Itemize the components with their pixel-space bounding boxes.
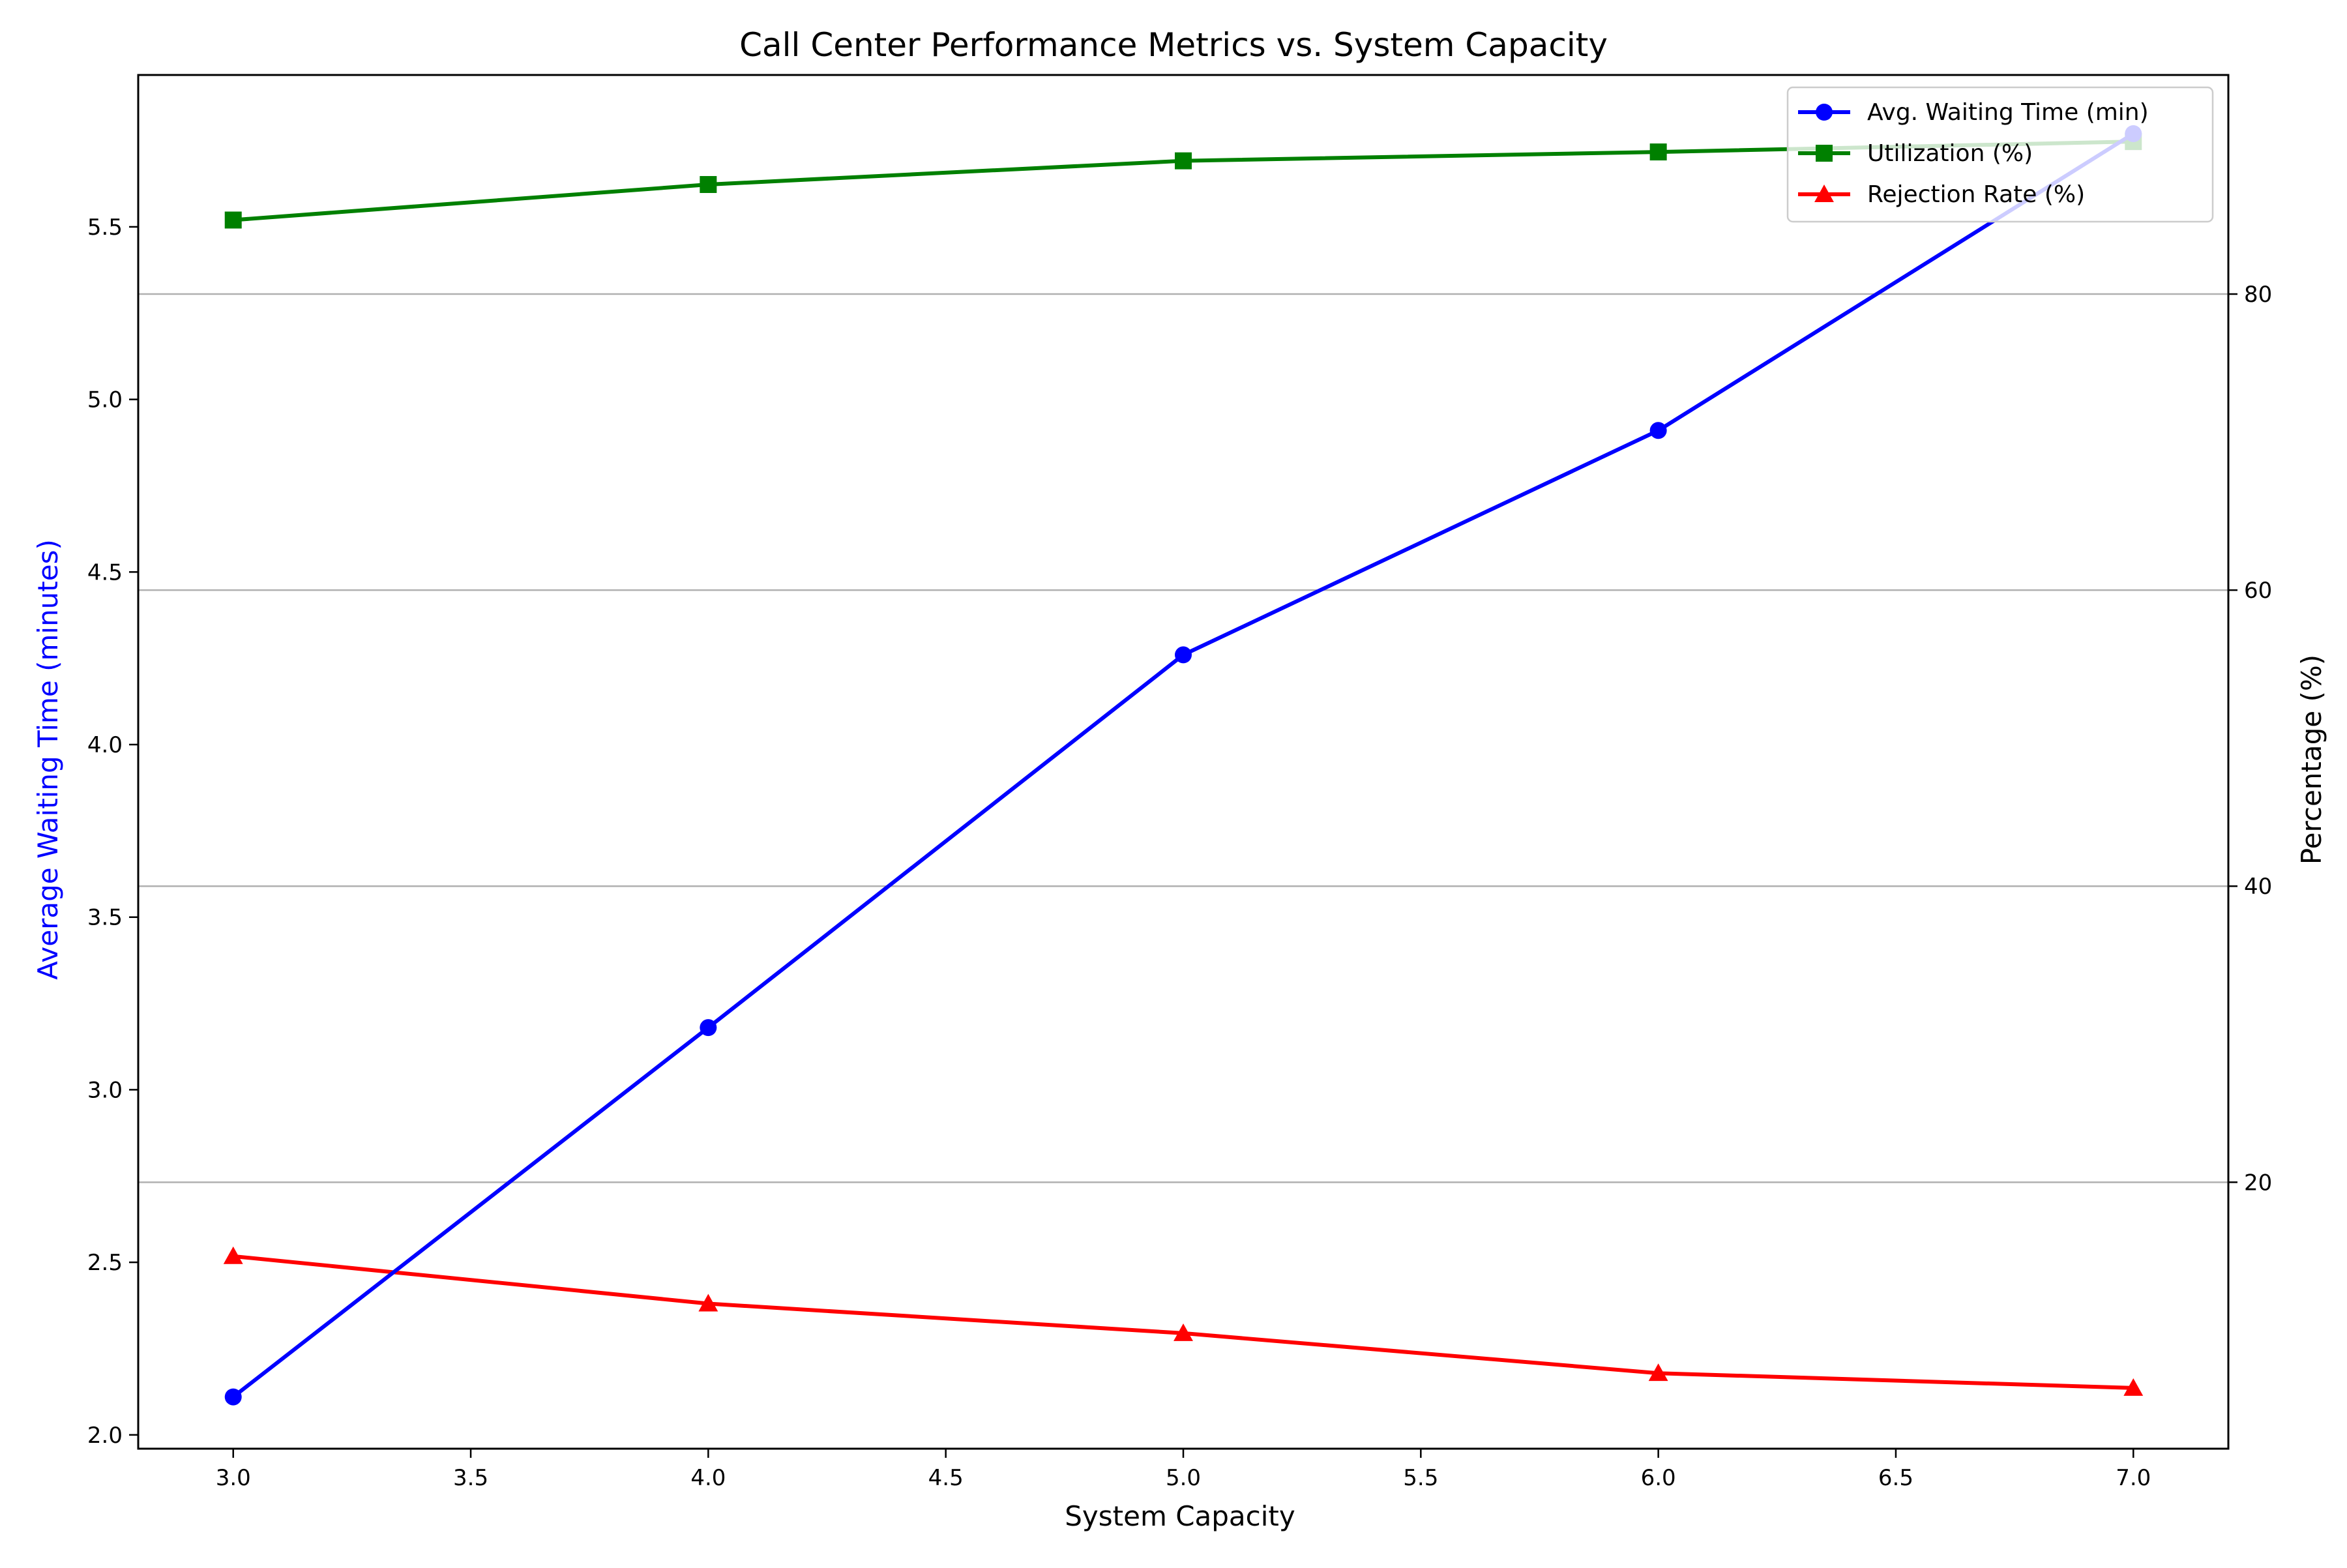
legend-box [1786,86,2214,223]
data-point [1174,1323,1193,1341]
series-layer [223,125,2144,1406]
series-1 [224,125,2142,1406]
data-point [1649,422,1667,439]
y-right-tick-label: 20 [2244,1170,2272,1196]
data-point [1648,1363,1668,1382]
data-point [224,1388,242,1406]
series-3 [223,1246,2144,1396]
legend-item: Avg. Waiting Time (min) [1798,99,2149,126]
x-tick-label: 4.0 [690,1465,726,1491]
data-point [224,211,242,229]
y-left-tick-label: 3.5 [87,905,123,931]
legend-label: Avg. Waiting Time (min) [1867,99,2149,126]
x-axis-label: System Capacity [1065,1500,1295,1532]
legend-marker [1816,145,1833,162]
data-point [1175,152,1192,170]
data-point [1649,143,1667,161]
y-right-axis-label: Percentage (%) [2295,655,2327,865]
plot-frame [137,74,2230,1450]
x-tick-label: 4.5 [928,1465,964,1491]
y-left-tick-label: 4.5 [87,559,123,585]
x-tick-label: 6.0 [1641,1465,1676,1491]
chart-title: Call Center Performance Metrics vs. Syst… [739,26,1608,64]
legend-item: Utilization (%) [1798,140,2033,167]
grid-layer [138,293,2228,1183]
series-line [231,132,2134,1398]
x-tick-label: 6.5 [1878,1465,1913,1491]
data-point [700,176,717,194]
data-point [2123,1378,2144,1396]
series-line [233,1254,2134,1390]
legend-marker [1816,104,1833,121]
y-right-tick-label: 80 [2244,282,2272,308]
legend-label: Utilization (%) [1867,140,2033,167]
legend-marker [1814,185,1834,202]
x-tick-label: 7.0 [2116,1465,2151,1491]
y-left-tick-label: 3.0 [87,1077,123,1103]
y-left-axis-label: Average Waiting Time (minutes) [32,539,64,980]
y-right-tick-label: 60 [2244,578,2272,604]
x-tick-label: 3.5 [453,1465,488,1491]
y-left-tick-label: 2.5 [87,1250,123,1276]
data-point [698,1294,718,1312]
legend: Avg. Waiting Time (min) Utilization (%) Re… [1786,86,2214,223]
data-point [700,1019,717,1037]
y-left-tick-label: 5.0 [87,387,123,413]
legend-label: Rejection Rate (%) [1867,181,2085,208]
y-left-tick-label: 4.0 [87,732,123,758]
x-tick-label: 3.0 [216,1465,251,1491]
y-left-tick-label: 5.5 [87,214,123,241]
x-tick-label: 5.0 [1166,1465,1201,1491]
data-point [1175,646,1192,664]
ticks-layer: 20 40 60 80 2.0 2.5 3.0 3.5 4.0 4.5 5.0 5.5 3.0 3.5 4.… [87,214,2272,1491]
y-right-tick-label: 40 [2244,874,2272,900]
x-tick-label: 5.5 [1403,1465,1438,1491]
y-left-tick-label: 2.0 [87,1423,123,1449]
data-point [223,1246,243,1264]
legend-item: Rejection Rate (%) [1798,181,2085,208]
